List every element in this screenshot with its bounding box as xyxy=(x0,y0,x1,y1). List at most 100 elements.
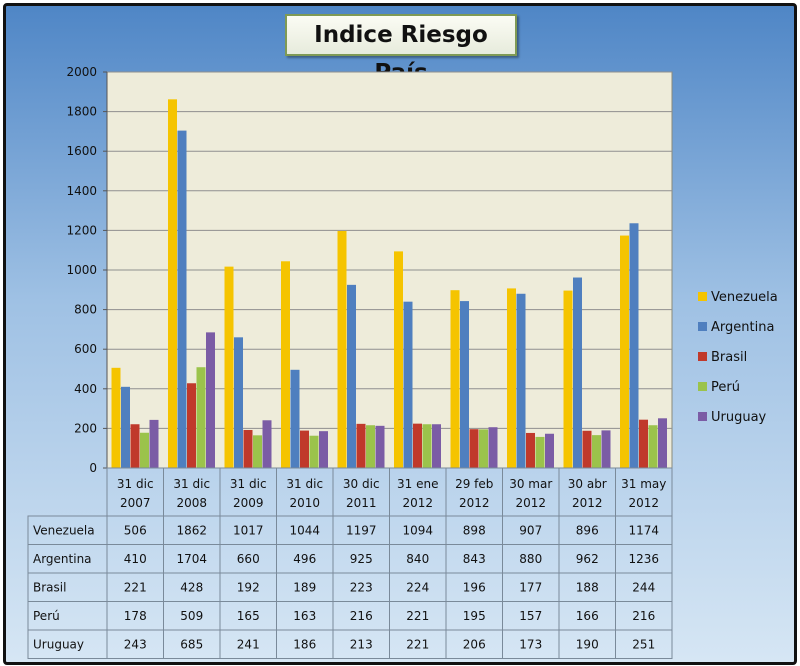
bar-per-8 xyxy=(592,435,601,468)
category-label-line2: 2008 xyxy=(176,496,207,510)
bar-argentina-1 xyxy=(177,130,187,468)
legend-swatch xyxy=(698,292,707,301)
table-cell: 213 xyxy=(350,637,373,651)
bar-argentina-6 xyxy=(460,301,469,468)
bar-venezuela-8 xyxy=(563,290,573,468)
legend-swatch xyxy=(698,382,707,391)
bar-per-7 xyxy=(535,436,545,468)
table-cell: 224 xyxy=(406,580,429,594)
bar-uruguay-5 xyxy=(432,424,441,468)
legend-swatch xyxy=(698,322,707,331)
bar-argentina-8 xyxy=(573,277,582,468)
bar-brasil-2 xyxy=(243,429,253,468)
table-cell: 221 xyxy=(406,609,429,623)
bar-brasil-8 xyxy=(582,430,592,468)
bar-argentina-0 xyxy=(121,386,130,468)
table-cell: 157 xyxy=(519,609,542,623)
bar-venezuela-1 xyxy=(168,99,177,468)
table-cell: 195 xyxy=(463,609,486,623)
table-cell: 896 xyxy=(576,523,599,537)
bar-argentina-5 xyxy=(403,301,413,468)
category-label-line2: 2012 xyxy=(572,496,603,510)
table-cell: 223 xyxy=(350,580,373,594)
table-cell: 178 xyxy=(124,609,147,623)
table-cell: 1236 xyxy=(628,552,659,566)
table-cell: 898 xyxy=(463,523,486,537)
table-body-border xyxy=(27,515,673,659)
table-cell: 496 xyxy=(293,552,316,566)
table-cell: 165 xyxy=(237,609,260,623)
table-cell: 840 xyxy=(406,552,429,566)
table-cell: 189 xyxy=(293,580,316,594)
bar-venezuela-7 xyxy=(507,288,516,468)
legend-swatch xyxy=(698,412,707,421)
bar-brasil-0 xyxy=(130,424,140,468)
table-cell: 241 xyxy=(237,637,260,651)
table-cell: 410 xyxy=(124,552,147,566)
table-cell: 216 xyxy=(632,609,655,623)
bar-argentina-7 xyxy=(516,293,526,468)
bar-per-2 xyxy=(253,435,262,468)
table-cell: 962 xyxy=(576,552,599,566)
category-label-line1: 30 dic xyxy=(343,477,380,491)
bar-uruguay-6 xyxy=(488,427,498,468)
table-cell: 843 xyxy=(463,552,486,566)
table-row-label: Venezuela xyxy=(33,523,95,537)
category-label-line1: 30 abr xyxy=(568,477,607,491)
category-label-line1: 29 feb xyxy=(455,477,493,491)
bar-uruguay-9 xyxy=(658,418,667,468)
category-label-line2: 2012 xyxy=(628,496,659,510)
table-cell: 1197 xyxy=(346,523,377,537)
legend-label: Perú xyxy=(711,380,740,395)
table-cell: 166 xyxy=(576,609,599,623)
y-tick-label: 2000 xyxy=(66,65,97,79)
table-cell: 925 xyxy=(350,552,373,566)
y-tick-label: 800 xyxy=(74,303,97,317)
category-label-line2: 2011 xyxy=(346,496,377,510)
y-tick-label: 1200 xyxy=(66,223,97,237)
table-cell: 1174 xyxy=(628,523,659,537)
table-cell: 907 xyxy=(519,523,542,537)
category-label-line2: 2012 xyxy=(515,496,546,510)
bar-brasil-1 xyxy=(187,383,196,468)
bar-brasil-6 xyxy=(469,429,479,468)
y-tick-label: 200 xyxy=(74,421,97,435)
category-label-line2: 2012 xyxy=(402,496,433,510)
legend-label: Brasil xyxy=(711,350,747,365)
bar-brasil-3 xyxy=(300,430,309,468)
bar-uruguay-2 xyxy=(262,420,272,468)
bar-venezuela-5 xyxy=(394,251,403,468)
bar-per-3 xyxy=(309,435,319,468)
legend-label: Argentina xyxy=(711,320,774,335)
category-label-line2: 2010 xyxy=(289,496,320,510)
bar-venezuela-4 xyxy=(337,230,347,468)
y-tick-label: 1000 xyxy=(66,263,97,277)
bar-uruguay-7 xyxy=(545,433,554,468)
bar-uruguay-8 xyxy=(601,430,611,468)
bar-venezuela-3 xyxy=(281,261,290,468)
table-cell: 660 xyxy=(237,552,260,566)
table-cell: 428 xyxy=(180,580,203,594)
bar-per-4 xyxy=(366,425,375,468)
bar-uruguay-0 xyxy=(149,419,159,468)
table-row-label: Perú xyxy=(33,609,60,623)
y-tick-label: 1800 xyxy=(66,105,97,119)
bar-argentina-2 xyxy=(234,337,243,468)
table-cell: 188 xyxy=(576,580,599,594)
bar-venezuela-6 xyxy=(450,290,460,468)
y-tick-label: 1600 xyxy=(66,144,97,158)
table-cell: 243 xyxy=(124,637,147,651)
bar-venezuela-9 xyxy=(620,235,629,468)
bar-per-5 xyxy=(422,424,432,468)
category-label-line1: 31 ene xyxy=(397,477,438,491)
legend-label: Venezuela xyxy=(711,290,778,305)
bar-brasil-5 xyxy=(413,423,422,468)
y-tick-label: 0 xyxy=(89,461,97,475)
category-label-line1: 31 dic xyxy=(173,477,210,491)
category-label-line1: 31 dic xyxy=(117,477,154,491)
table-cell: 251 xyxy=(632,637,655,651)
bar-argentina-4 xyxy=(347,284,356,468)
table-cell: 216 xyxy=(350,609,373,623)
table-cell: 186 xyxy=(293,637,316,651)
